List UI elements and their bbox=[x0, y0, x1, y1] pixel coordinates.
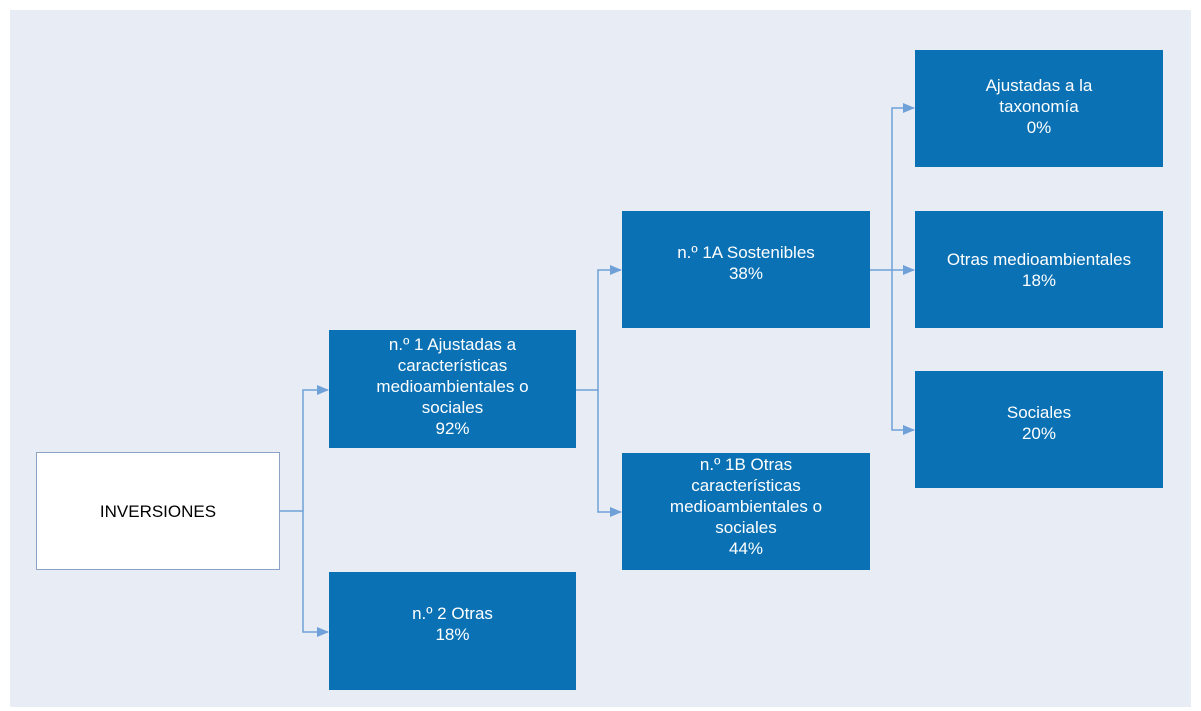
node-1b-value: 44% bbox=[728, 539, 764, 558]
node-1-value: 92% bbox=[435, 418, 470, 438]
connector-root-to-n2 bbox=[302, 511, 329, 637]
node-environmental-value: 18% bbox=[1021, 270, 1057, 290]
connector-root-to-n1 bbox=[280, 385, 329, 512]
node-1-ajustadas: n.º 1 Ajustadas a características medioa… bbox=[329, 330, 576, 448]
node-social-value: 20% bbox=[1021, 423, 1056, 443]
node-otras-medioambientales: Otras medioambientales 18% bbox=[915, 211, 1163, 328]
node-inversiones: INVERSIONES bbox=[36, 452, 280, 570]
node-1a-value: 38% bbox=[728, 263, 763, 283]
node-1b-label: n.º 1B Otras características medioambien… bbox=[669, 455, 823, 537]
node-2-label: n.º 2 Otras bbox=[412, 604, 493, 623]
node-taxonomy-value: 0% bbox=[1026, 118, 1052, 137]
node-environmental-label: Otras medioambientales bbox=[946, 249, 1132, 269]
connector-n1a-to-soc bbox=[891, 270, 915, 435]
node-ajustadas-taxonomia: Ajustadas a la taxonomía 0% bbox=[915, 50, 1163, 167]
node-taxonomy-label: Ajustadas a la taxonomía bbox=[985, 76, 1093, 116]
node-social-label: Sociales bbox=[1006, 402, 1072, 422]
connector-n1a-to-tax bbox=[891, 103, 915, 270]
connector-n1-to-n1b bbox=[597, 390, 622, 517]
node-2-value: 18% bbox=[435, 625, 470, 644]
connector-n1-to-n1a bbox=[576, 265, 622, 391]
node-inversiones-label: INVERSIONES bbox=[99, 501, 217, 521]
node-1a-label: n.º 1A Sostenibles bbox=[677, 242, 815, 262]
node-1a-sostenibles: n.º 1A Sostenibles 38% bbox=[622, 211, 870, 328]
node-sociales: Sociales 20% bbox=[915, 371, 1163, 488]
node-1b-otras-caracteristicas: n.º 1B Otras características medioambien… bbox=[622, 453, 870, 570]
node-1-label: n.º 1 Ajustadas a características medioa… bbox=[376, 334, 529, 417]
node-2-otras: n.º 2 Otras 18% bbox=[329, 572, 576, 690]
